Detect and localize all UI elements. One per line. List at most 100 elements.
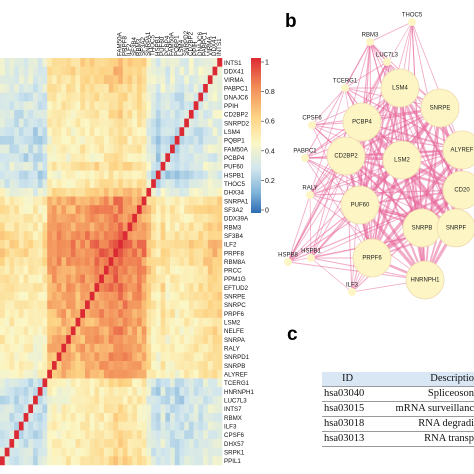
heatmap-cell [9, 291, 15, 301]
heatmap-cell [198, 274, 204, 284]
heatmap-cell [108, 75, 114, 85]
heatmap-cell [4, 300, 10, 310]
heatmap-cell [9, 456, 15, 466]
network-node [442, 170, 474, 210]
heatmap-cell [61, 309, 67, 319]
heatmap-cell [113, 144, 119, 154]
heatmap-cell [165, 58, 171, 67]
heatmap-cell [4, 395, 10, 405]
heatmap-cell [212, 196, 218, 206]
heatmap-cell [9, 369, 15, 379]
heatmap-cell [103, 413, 109, 422]
heatmap-cell [174, 205, 180, 215]
heatmap-cell [47, 127, 53, 137]
heatmap-cell [132, 75, 138, 85]
heatmap-y-label: SNRPA [224, 337, 246, 344]
heatmap-cell [33, 352, 39, 362]
heatmap-cell [61, 205, 67, 215]
heatmap-cell [108, 456, 114, 466]
heatmap-cell [127, 222, 133, 232]
heatmap-cell [61, 75, 67, 85]
heatmap-cell [42, 135, 48, 145]
heatmap-cell [118, 109, 124, 119]
heatmap-cell [188, 101, 194, 111]
heatmap-cell [94, 248, 100, 258]
heatmap-cell [151, 170, 157, 180]
heatmap-cell [203, 83, 209, 93]
heatmap-cell [51, 239, 57, 249]
heatmap-cell [37, 127, 43, 137]
heatmap-cell [207, 196, 213, 206]
heatmap-cell [61, 447, 67, 457]
heatmap-cell [85, 413, 90, 422]
heatmap-cell [184, 213, 190, 223]
heatmap-cell [113, 456, 119, 466]
heatmap-cell [99, 404, 105, 414]
heatmap-cell [51, 161, 57, 171]
heatmap-cell [118, 404, 124, 414]
heatmap-cell [51, 248, 57, 258]
heatmap-cell [203, 101, 209, 111]
heatmap-cell [217, 109, 223, 119]
heatmap-cell [151, 387, 157, 396]
heatmap-cell [61, 300, 67, 310]
heatmap-cell [28, 83, 34, 93]
heatmap-cell [141, 335, 147, 345]
heatmap-cell [47, 387, 53, 396]
heatmap-cell [155, 144, 161, 154]
heatmap-cell [103, 404, 109, 414]
heatmap-cell [23, 213, 29, 223]
heatmap-cell [136, 118, 142, 128]
heatmap-cell [165, 187, 171, 197]
heatmap-cell [127, 283, 133, 293]
heatmap-cell [184, 395, 190, 405]
heatmap-cell [118, 101, 124, 111]
heatmap-cell [28, 231, 34, 241]
heatmap-cell [37, 352, 43, 362]
heatmap-y-label: CD2BP2 [224, 112, 249, 119]
heatmap-cell [56, 309, 62, 319]
heatmap-cell [217, 179, 223, 189]
heatmap-cell [155, 361, 161, 370]
heatmap-cell [4, 92, 10, 102]
heatmap-cell [136, 58, 142, 67]
heatmap-cell [174, 101, 180, 111]
heatmap-cell [170, 413, 176, 422]
heatmap-cell [217, 387, 223, 396]
heatmap-cell [122, 170, 128, 180]
heatmap-cell [136, 352, 142, 362]
heatmap-cell [160, 430, 166, 440]
heatmap-cell [174, 404, 180, 414]
heatmap-cell [155, 378, 161, 388]
heatmap-cell [212, 447, 218, 457]
heatmap-cell [122, 257, 128, 267]
heatmap-cell [18, 447, 24, 457]
heatmap-cell [184, 101, 190, 111]
heatmap-cell [198, 239, 204, 249]
heatmap-cell [47, 75, 53, 85]
heatmap-cell [37, 430, 43, 440]
heatmap-cell [94, 239, 100, 249]
heatmap-cell [132, 179, 138, 189]
heatmap-cell [212, 317, 218, 327]
heatmap-cell [174, 283, 180, 293]
heatmap-cell [4, 378, 10, 388]
heatmap-cell [203, 361, 209, 370]
heatmap-cell [179, 75, 185, 85]
heatmap-cell [56, 413, 62, 422]
heatmap-cell [28, 335, 34, 345]
network-edge [359, 21, 413, 206]
heatmap-cell [127, 196, 133, 206]
heatmap-cell [89, 352, 95, 362]
heatmap-cell [75, 239, 81, 249]
heatmap-cell [108, 343, 114, 353]
heatmap-cell [33, 404, 39, 414]
heatmap-cell [56, 395, 62, 405]
heatmap-cell [99, 257, 105, 267]
heatmap-cell [132, 135, 138, 145]
heatmap-cell [56, 300, 62, 310]
heatmap-cell [47, 343, 53, 353]
heatmap-cell [170, 369, 176, 379]
heatmap-cell [155, 75, 161, 85]
heatmap-cell [203, 326, 209, 336]
